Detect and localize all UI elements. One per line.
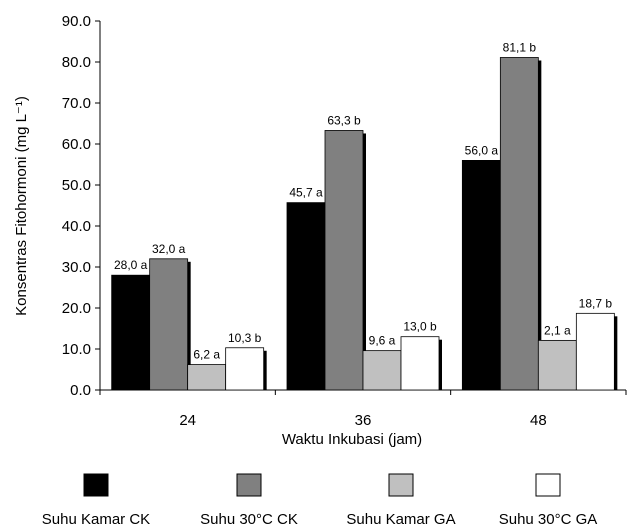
data-label: 2,1 a — [544, 323, 571, 337]
data-label: 56,0 a — [465, 143, 499, 157]
legend-label: Suhu 30°C GA — [499, 511, 598, 528]
legend-swatch — [535, 473, 561, 497]
y-tick-label: 60.0 — [62, 136, 91, 153]
bar-shadow — [537, 60, 542, 391]
bar — [362, 350, 402, 391]
data-label: 9,6 a — [369, 334, 396, 348]
y-tick-label: 90.0 — [62, 13, 91, 30]
legend-swatch — [236, 473, 262, 497]
data-label: 28,0 a — [114, 258, 148, 272]
y-tick-label: 40.0 — [62, 218, 91, 235]
bar-shadow — [186, 261, 191, 390]
bar-shadow — [613, 316, 618, 390]
y-axis-title: Konsentras Fitohormoni (mg L⁻¹) — [13, 96, 30, 316]
bar-shadow — [438, 339, 442, 390]
data-labels: 28,0 a 32,0 a 6,2 a 10,3 b 45,7 a 63,3 b 9,6 a… — [114, 40, 612, 361]
bar-shadow — [262, 350, 267, 390]
data-label: 63,3 b — [327, 113, 361, 127]
data-label: 13,0 b — [403, 320, 437, 334]
bar — [225, 347, 265, 391]
bar — [149, 258, 189, 391]
x-tick-label: 48 — [530, 412, 547, 429]
x-axis-title: Waktu Inkubasi (jam) — [282, 431, 422, 448]
legend-label: Suhu 30°C CK — [200, 511, 298, 528]
bar — [400, 336, 440, 391]
bar — [286, 202, 326, 391]
x-axis-ticks: 24 36 48 — [99, 390, 627, 429]
legend: Suhu Kamar CK Suhu 30°C CK Suhu Kamar GA Su… — [42, 473, 598, 528]
bar — [111, 274, 151, 391]
legend-swatch — [83, 473, 109, 497]
y-tick-label: 70.0 — [62, 95, 91, 112]
data-label: 6,2 a — [193, 348, 220, 362]
bars — [111, 57, 618, 391]
data-label: 45,7 a — [289, 186, 323, 200]
legend-label: Suhu Kamar CK — [42, 511, 150, 528]
legend-swatch — [388, 473, 414, 497]
bar-shadow — [362, 133, 366, 390]
bar — [324, 130, 364, 391]
bar — [575, 312, 615, 391]
y-tick-label: 0.0 — [70, 382, 91, 399]
legend-label: Suhu Kamar GA — [346, 511, 455, 528]
data-label: 32,0 a — [152, 242, 186, 256]
y-tick-label: 80.0 — [62, 54, 91, 71]
data-label: 18,7 b — [579, 296, 613, 310]
x-tick-label: 24 — [179, 412, 196, 429]
x-tick-label: 36 — [355, 412, 372, 429]
y-tick-label: 50.0 — [62, 177, 91, 194]
y-tick-label: 20.0 — [62, 300, 91, 317]
bar — [461, 159, 501, 391]
y-tick-label: 10.0 — [62, 341, 91, 358]
y-tick-label: 30.0 — [62, 259, 91, 276]
bar — [187, 364, 227, 391]
bar — [537, 339, 577, 391]
bar — [499, 57, 539, 391]
data-label: 81,1 b — [503, 40, 537, 54]
data-label: 10,3 b — [228, 331, 262, 345]
